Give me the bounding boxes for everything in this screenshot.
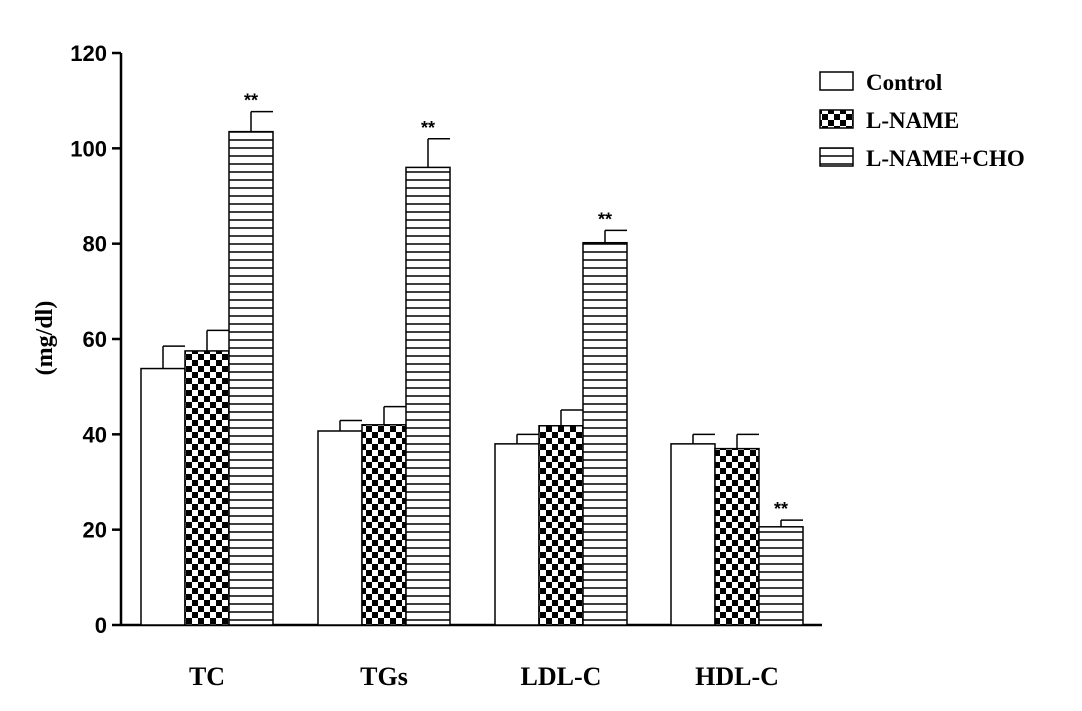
error-bars [162,110,803,527]
y-tick-label: 80 [83,232,107,257]
bar [317,430,363,626]
y-tick-label: 100 [70,136,107,161]
y-axis-title: (mg/dl) [32,301,58,376]
bar [670,443,716,626]
legend: Control L-NAME L-NAME+CHO [819,70,1025,171]
bar [494,443,540,626]
bar [538,425,584,626]
bar [758,526,804,626]
bar [184,350,230,626]
significance-label: ** [774,499,788,519]
bar [228,130,274,626]
legend-swatch [819,71,854,91]
significance-label: ** [244,91,258,111]
legend-swatch [819,147,854,167]
bars [140,130,804,626]
y-tick-label: 120 [70,41,107,66]
y-tick-label: 60 [83,327,107,352]
legend-label: Control [866,70,942,95]
y-tick-label: 40 [83,422,107,447]
x-tick-label: HDL-C [695,662,779,691]
bar [361,424,407,626]
bar [714,447,760,626]
y-tick-label: 0 [95,613,107,638]
y-tick-label: 20 [83,518,107,543]
bar [582,241,628,626]
significance-labels: ** ** ** ** [244,91,788,520]
y-tick-labels: 0 20 40 60 80 100 120 [70,41,107,638]
legend-label: L-NAME+CHO [866,146,1025,171]
bar [140,367,186,626]
legend-label: L-NAME [866,108,959,133]
x-tick-label: LDL-C [521,662,602,691]
legend-swatch [819,109,854,129]
x-tick-label: TGs [360,662,408,691]
bar [405,166,451,626]
significance-label: ** [598,209,612,229]
x-tick-labels: TC TGs LDL-C HDL-C [189,662,779,691]
x-tick-label: TC [189,662,225,691]
significance-label: ** [421,118,435,138]
